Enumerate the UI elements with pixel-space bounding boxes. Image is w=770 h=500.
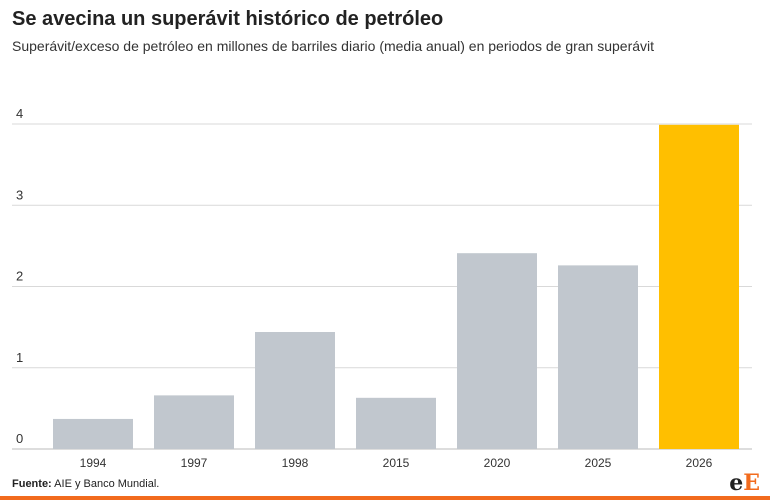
logo-e: e: [729, 470, 744, 496]
x-tick-label: 1997: [181, 456, 208, 470]
x-tick-label: 1994: [80, 456, 107, 470]
bar-1998: [255, 332, 335, 449]
x-tick-label: 2015: [383, 456, 410, 470]
bar-2020: [457, 253, 537, 449]
y-tick-label: 2: [16, 269, 23, 284]
y-tick-label: 3: [16, 187, 23, 202]
y-tick-label: 0: [16, 431, 23, 446]
bar-2026: [659, 124, 739, 449]
brand-logo: eE: [729, 470, 760, 496]
logo-E: E: [743, 470, 760, 496]
source-note: Fuente: AIE y Banco Mundial.: [12, 478, 159, 490]
y-tick-label: 4: [16, 106, 23, 121]
brand-bottom-bar: [0, 496, 770, 500]
bar-1997: [154, 395, 234, 449]
bar-1994: [53, 418, 133, 449]
source-label: Fuente:: [12, 478, 52, 490]
x-tick-label: 2020: [484, 456, 511, 470]
chart-subtitle: Superávit/exceso de petróleo en millones…: [12, 38, 655, 54]
x-tick-label: 2025: [585, 456, 612, 470]
x-tick-label: 1998: [282, 456, 309, 470]
bar-2025: [558, 265, 638, 449]
source-text: AIE y Banco Mundial.: [51, 478, 160, 490]
x-tick-label: 2026: [686, 456, 713, 470]
chart-title: Se avecina un superávit histórico de pet…: [12, 8, 444, 30]
bar-2015: [356, 397, 436, 449]
y-tick-label: 1: [16, 350, 23, 365]
